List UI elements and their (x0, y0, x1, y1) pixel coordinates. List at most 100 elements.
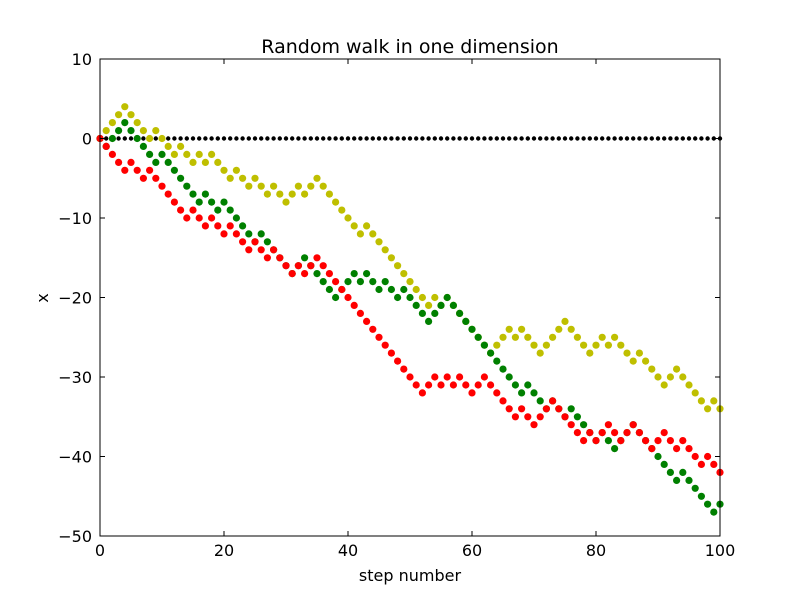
data-point (234, 136, 239, 141)
data-point (666, 468, 675, 476)
data-point (592, 437, 600, 445)
data-point (263, 254, 271, 262)
data-point (617, 437, 625, 445)
x-tick-label: 100 (705, 541, 736, 560)
data-point (345, 136, 351, 141)
data-point (356, 309, 364, 317)
x-tick-label: 80 (586, 541, 606, 560)
data-point (195, 150, 203, 158)
data-point (177, 142, 185, 150)
data-point (325, 190, 333, 198)
x-axis-label: step number (359, 566, 462, 585)
data-point (487, 381, 495, 389)
x-tick-label: 40 (338, 541, 358, 560)
data-point (197, 136, 202, 141)
data-point (263, 190, 271, 198)
data-point (704, 452, 712, 461)
data-point (449, 381, 457, 389)
data-point (170, 150, 178, 158)
data-point (394, 293, 402, 302)
data-point (654, 452, 662, 461)
data-point (158, 150, 166, 158)
data-point (524, 381, 532, 389)
data-point (418, 309, 426, 317)
data-point (445, 136, 450, 141)
data-point (704, 500, 712, 508)
data-point (538, 136, 543, 141)
data-point (239, 238, 247, 246)
data-point (666, 373, 675, 381)
data-point (431, 293, 439, 302)
y-tick-label: 0 (82, 130, 92, 149)
series-3 (96, 134, 724, 476)
data-point (178, 136, 183, 141)
data-point (531, 136, 537, 141)
data-point (294, 182, 302, 190)
data-point (265, 136, 270, 141)
data-point (308, 136, 313, 141)
data-point (660, 429, 668, 437)
data-point (592, 341, 600, 349)
data-point (296, 136, 301, 141)
data-point (580, 437, 588, 445)
data-point (121, 166, 129, 174)
data-point (302, 136, 307, 141)
data-point (183, 150, 191, 158)
data-point (133, 134, 141, 143)
data-point (631, 136, 636, 141)
data-point (542, 341, 551, 349)
data-point (338, 206, 346, 214)
data-point (499, 333, 507, 341)
data-point (121, 119, 129, 127)
data-point (133, 119, 141, 127)
data-point (705, 136, 710, 141)
data-point (710, 397, 718, 405)
data-point (401, 136, 406, 141)
data-point (469, 136, 475, 141)
x-tick-label: 0 (95, 541, 105, 560)
data-point (598, 333, 606, 341)
data-point (561, 413, 569, 421)
data-point (214, 158, 222, 166)
data-point (352, 136, 357, 141)
data-point (524, 333, 532, 341)
data-point (146, 134, 154, 143)
data-point (549, 397, 557, 405)
data-point (338, 285, 346, 294)
data-point (389, 136, 394, 141)
data-point (407, 136, 413, 141)
data-point (624, 136, 630, 141)
data-point (513, 136, 518, 141)
data-point (226, 222, 234, 230)
data-point (183, 214, 191, 222)
data-point (283, 136, 289, 141)
data-point (536, 349, 544, 357)
data-point (580, 421, 588, 429)
data-point (680, 136, 685, 141)
data-point (573, 333, 582, 341)
y-tick-label: −20 (58, 289, 92, 308)
data-point (443, 373, 451, 381)
data-point (666, 437, 675, 445)
data-point (425, 381, 433, 389)
data-point (530, 421, 538, 429)
data-point (685, 476, 693, 484)
data-point (499, 397, 507, 405)
data-point (257, 246, 265, 254)
data-point (381, 278, 389, 286)
data-point (301, 254, 309, 262)
data-point (350, 222, 358, 230)
data-point (116, 136, 121, 141)
data-point (363, 222, 371, 230)
data-point (555, 325, 563, 333)
data-point (438, 136, 444, 141)
data-point (201, 190, 209, 198)
data-point (166, 136, 171, 141)
data-point (122, 136, 128, 141)
data-point (550, 136, 555, 141)
data-point (263, 238, 271, 246)
data-point (530, 389, 538, 397)
data-point (257, 230, 265, 238)
data-point (635, 429, 644, 437)
